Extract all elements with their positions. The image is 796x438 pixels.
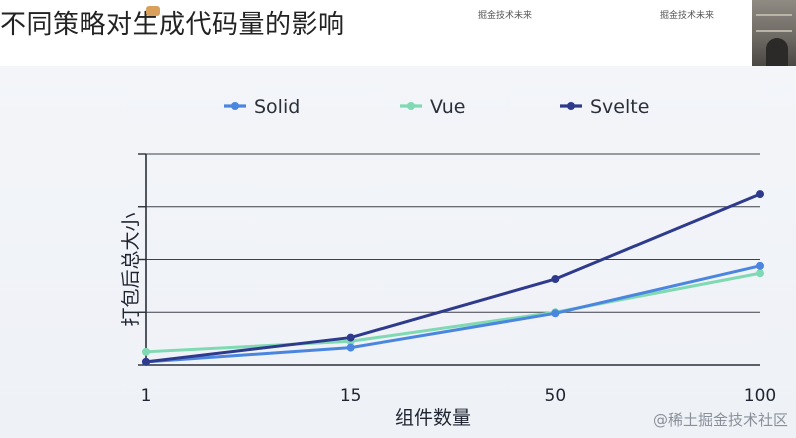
y-axis-title: 打包后总大小 [120,212,142,326]
data-point-vue [142,347,150,356]
legend-label-solid: Solid [254,96,300,118]
data-point-vue [756,269,764,278]
data-point-solid [346,343,355,352]
emoji-icon [146,6,160,16]
watermark-text: 掘金技术未来 [660,11,715,21]
data-point-svelte [142,357,150,366]
legend-marker-solid [231,102,239,110]
series-line-svelte [144,192,762,364]
x-tick-label: 15 [340,386,362,406]
data-point-svelte [346,333,355,342]
watermark-text: 掘金技术未来 [478,11,533,21]
data-point-solid [756,261,764,270]
x-tick-label: 100 [744,386,776,406]
series-line-solid [144,264,762,364]
data-point-svelte [551,275,560,284]
credit-watermark: @稀土掘金技术社区 [652,411,788,429]
legend-marker-vue [407,102,415,110]
x-axis-title: 组件数量 [395,407,471,429]
chart-panel: 1 15 50 100 组件数量 打包后总大小 Solid Vue Svelte [0,66,796,438]
legend-label-vue: Vue [430,96,465,118]
line-chart: 1 15 50 100 组件数量 打包后总大小 Solid Vue Svelte [120,96,776,429]
x-tick-label: 1 [141,386,152,406]
legend-label-svelte: Svelte [590,96,649,118]
slide-title: 不同策略对生成代码量的影响 [0,10,345,40]
legend-marker-svelte [567,102,575,110]
data-point-solid [551,309,560,318]
series-line-vue [144,271,762,354]
x-tick-label: 50 [545,386,567,406]
data-point-svelte [756,190,764,199]
